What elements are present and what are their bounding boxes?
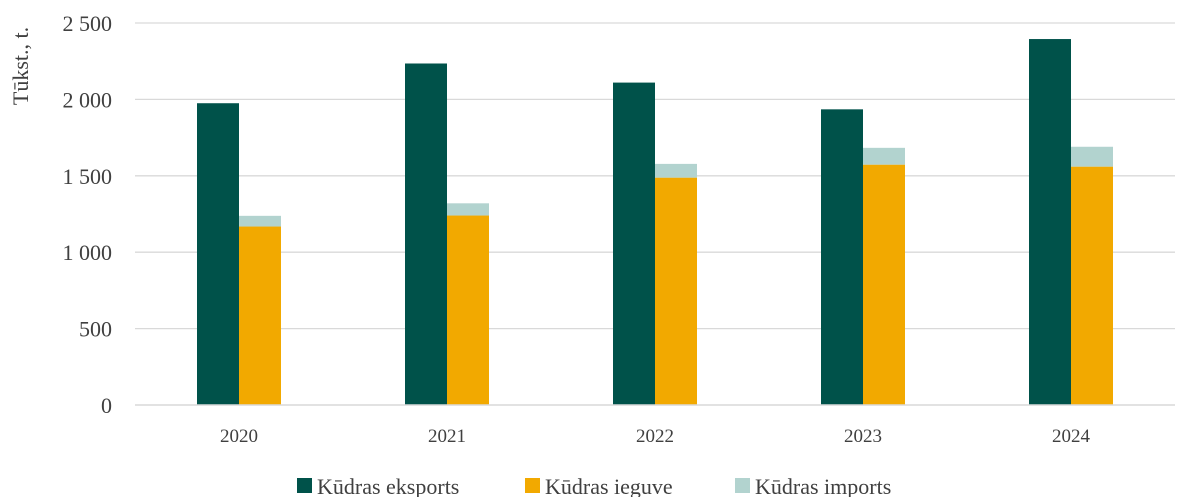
y-axis-tick-labels: 0 500 1 000 1 500 2 000 2 500: [63, 11, 113, 418]
y-tick-label: 500: [79, 317, 112, 342]
y-axis-title: Tūkst., t.: [8, 27, 33, 105]
bar-kudras-eksports-2024: [1029, 39, 1071, 405]
bar-kudras-imports-2021: [447, 203, 489, 216]
bar-kudras-eksports-2021: [405, 63, 447, 405]
bar-kudras-ieguve-2023: [863, 164, 905, 405]
x-tick-label: 2024: [1052, 426, 1091, 447]
y-tick-label: 2 500: [63, 11, 113, 36]
legend-label: Kūdras imports: [755, 474, 891, 497]
legend-swatch: [297, 478, 312, 493]
y-tick-label: 0: [101, 393, 112, 418]
x-tick-label: 2022: [636, 426, 674, 447]
x-tick-label: 2023: [844, 426, 882, 447]
legend-label: Kūdras ieguve: [545, 474, 673, 497]
bar-kudras-eksports-2022: [613, 82, 655, 405]
x-axis-tick-labels: 2020 2021 2022 2023 2024: [220, 426, 1091, 447]
x-tick-label: 2021: [428, 426, 466, 447]
y-tick-label: 1 000: [63, 240, 113, 265]
bar-kudras-imports-2024: [1071, 146, 1113, 167]
bar-kudras-imports-2023: [863, 147, 905, 165]
bar-kudras-imports-2020: [239, 215, 281, 227]
y-tick-label: 1 500: [63, 164, 113, 189]
bar-kudras-ieguve-2024: [1071, 166, 1113, 405]
legend-swatch: [525, 478, 540, 493]
bars: [197, 39, 1113, 405]
legend-swatch: [735, 478, 750, 493]
bar-kudras-eksports-2023: [821, 109, 863, 405]
bar-kudras-ieguve-2021: [447, 215, 489, 405]
bar-kudras-ieguve-2020: [239, 226, 281, 405]
bar-kudras-eksports-2020: [197, 103, 239, 405]
x-tick-label: 2020: [220, 426, 258, 447]
bar-kudras-imports-2022: [655, 163, 697, 178]
y-tick-label: 2 000: [63, 87, 113, 112]
legend-label: Kūdras eksports: [317, 474, 459, 497]
legend: Kūdras eksports Kūdras ieguve Kūdras impor…: [297, 474, 891, 497]
bar-kudras-ieguve-2022: [655, 177, 697, 405]
